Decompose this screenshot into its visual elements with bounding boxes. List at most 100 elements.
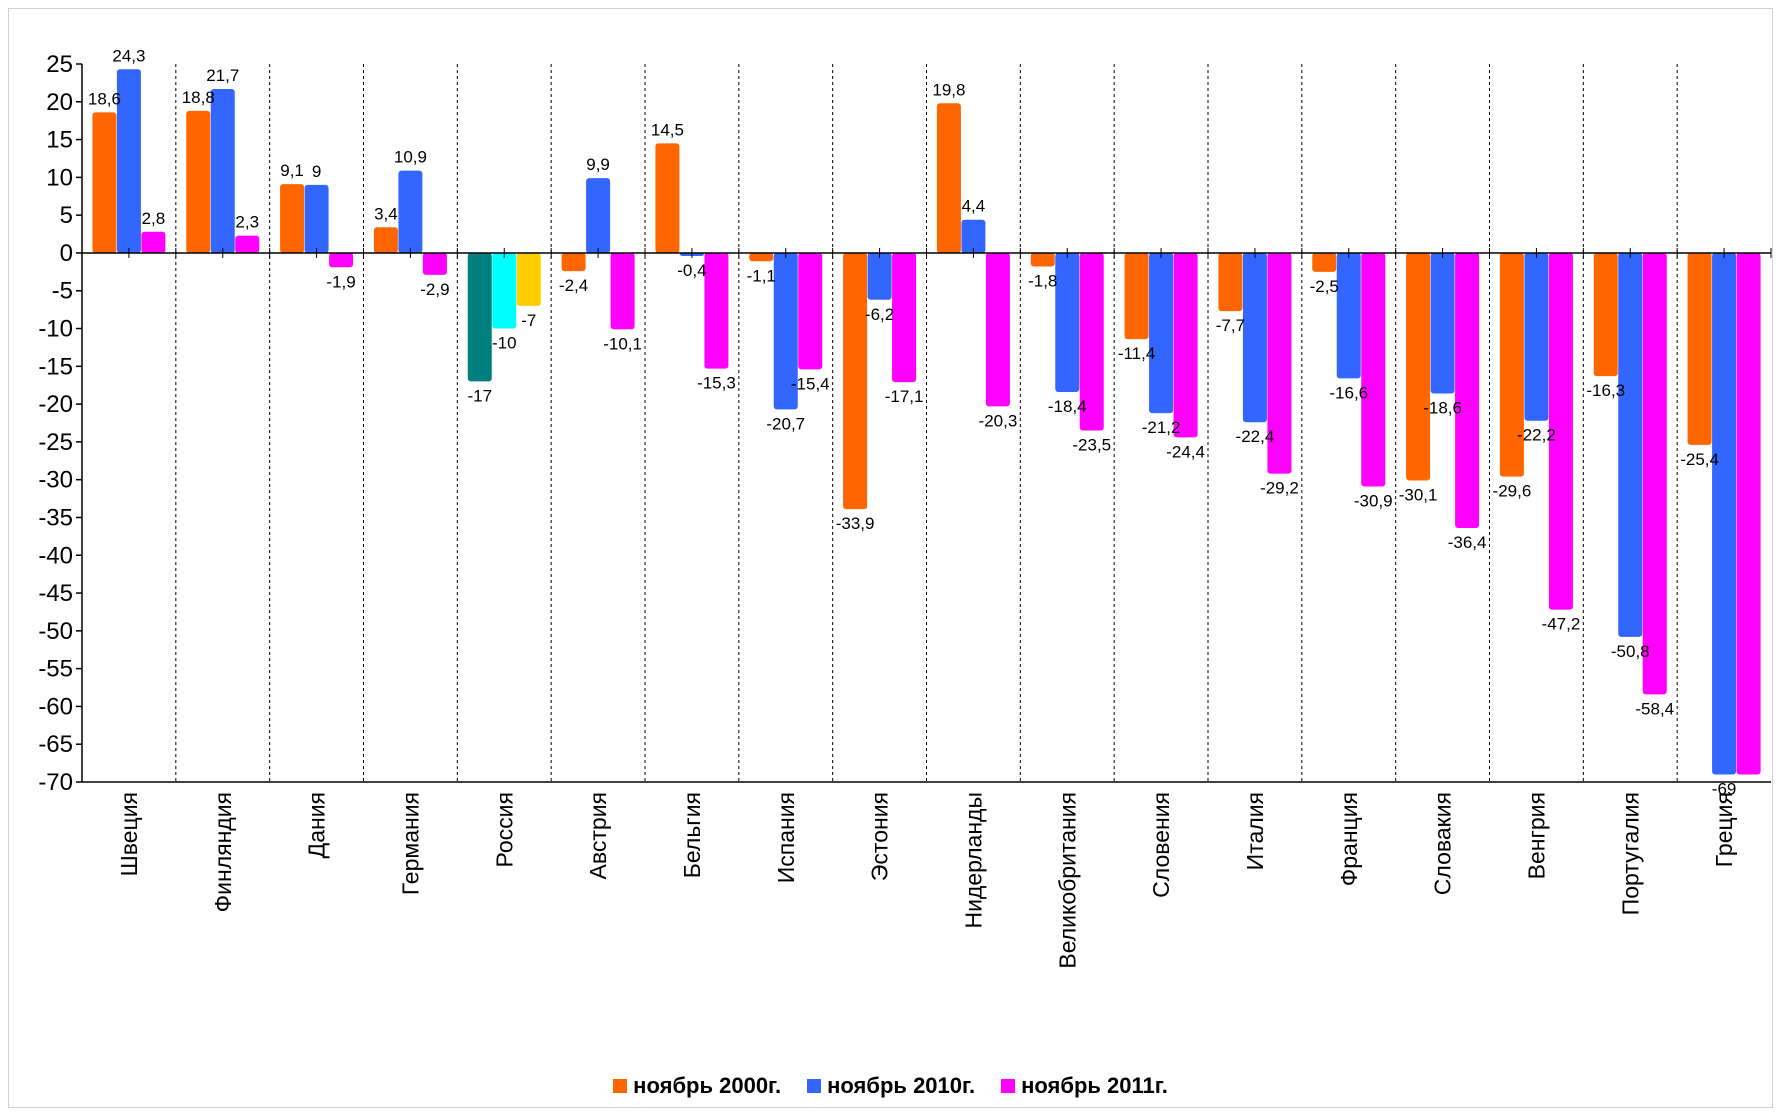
data-label-7-1: -20,7 <box>766 414 805 433</box>
bar-15-0 <box>1499 252 1524 477</box>
y-tick-label: -60 <box>38 693 73 720</box>
bar-7-0 <box>749 252 774 262</box>
data-label-4-2: -7 <box>521 311 536 330</box>
data-label-9-0: 19,8 <box>932 80 965 99</box>
legend-item-2010: ноябрь 2010г. <box>807 1073 975 1099</box>
category-label-1: Финляндия <box>210 792 236 912</box>
category-label-7: Испания <box>773 792 799 883</box>
bar-2-2 <box>329 252 354 268</box>
data-label-1-0: 18,8 <box>182 88 215 107</box>
y-tick-label: -70 <box>38 769 73 796</box>
category-label-6: Бельгия <box>679 792 705 878</box>
y-tick-label: 25 <box>46 51 73 78</box>
category-label-3: Германия <box>397 792 423 895</box>
y-tick-label: -55 <box>38 656 73 683</box>
data-label-5-0: -2,4 <box>559 276 588 295</box>
bar-16-0 <box>1593 252 1618 377</box>
bar-2-0 <box>280 184 305 253</box>
legend-swatch-2010 <box>807 1079 822 1093</box>
data-label-11-1: -21,2 <box>1142 418 1181 437</box>
data-label-6-2: -15,3 <box>697 374 736 393</box>
bar-6-0 <box>655 143 680 253</box>
bar-7-1 <box>773 252 798 410</box>
data-label-15-1: -22,2 <box>1517 426 1556 445</box>
data-label-0-2: 2,8 <box>142 209 166 228</box>
bar-12-2 <box>1267 252 1292 474</box>
bar-0-2 <box>141 231 166 253</box>
y-tick-label: 20 <box>46 89 73 116</box>
data-label-15-0: -29,6 <box>1493 482 1532 501</box>
y-tick-label: -25 <box>38 429 73 456</box>
legend-label-2000: ноябрь 2000г. <box>633 1073 782 1098</box>
data-label-4-0: -17 <box>467 386 492 405</box>
data-label-8-0: -33,9 <box>836 514 875 533</box>
y-tick-label: -30 <box>38 467 73 494</box>
bar-4-2 <box>516 252 541 306</box>
bar-14-0 <box>1406 252 1431 481</box>
data-label-9-2: -20,3 <box>979 411 1018 430</box>
category-label-4: Россия <box>491 792 517 867</box>
data-label-3-1: 10,9 <box>394 148 427 167</box>
legend-item-2000: ноябрь 2000г. <box>613 1073 781 1099</box>
y-tick-label: -35 <box>38 504 73 531</box>
category-label-12: Италия <box>1242 792 1268 870</box>
bar-9-0 <box>936 103 961 253</box>
bar-1-2 <box>235 235 260 253</box>
bar-15-2 <box>1548 252 1573 610</box>
bar-9-2 <box>985 252 1010 407</box>
data-label-12-1: -22,4 <box>1236 427 1275 446</box>
category-label-9: Нидерланды <box>960 792 986 929</box>
legend-label-2011: ноябрь 2011г. <box>1021 1073 1168 1098</box>
data-label-13-0: -2,5 <box>1310 277 1339 296</box>
category-label-5: Австрия <box>585 792 611 879</box>
y-tick-label: -65 <box>38 731 73 758</box>
legend-swatch-2011 <box>1001 1079 1016 1093</box>
category-label-0: Швеция <box>116 792 142 876</box>
legend-label-2010: ноябрь 2010г. <box>827 1073 976 1098</box>
bar-3-0 <box>373 227 398 253</box>
bar-17-2 <box>1736 252 1761 775</box>
data-label-8-1: -6,2 <box>865 305 894 324</box>
data-label-13-1: -16,6 <box>1329 383 1368 402</box>
bar-6-2 <box>704 252 729 369</box>
bar-17-0 <box>1687 252 1712 445</box>
data-label-17-1: -69 <box>1712 779 1737 798</box>
bar-10-0 <box>1030 252 1055 267</box>
data-label-14-1: -18,6 <box>1423 399 1462 418</box>
y-tick-label: 5 <box>60 202 73 229</box>
data-label-9-1: 4,4 <box>962 197 986 216</box>
bar-5-2 <box>610 252 635 330</box>
bar-5-1 <box>586 178 611 253</box>
category-label-16: Португалия <box>1617 792 1643 915</box>
data-label-0-0: 18,6 <box>88 89 121 108</box>
y-tick-label: -10 <box>38 316 73 343</box>
data-label-17-0: -25,4 <box>1680 450 1719 469</box>
category-label-17: Греция <box>1711 792 1737 867</box>
data-label-3-2: -2,9 <box>420 280 449 299</box>
y-tick-label: -50 <box>38 618 73 645</box>
bar-13-1 <box>1336 252 1361 379</box>
bar-10-2 <box>1079 252 1104 431</box>
category-label-10: Великобритания <box>1054 792 1080 969</box>
y-tick-label: -45 <box>38 580 73 607</box>
data-label-5-2: -10,1 <box>603 334 642 353</box>
bar-4-0 <box>467 252 492 382</box>
bar-16-2 <box>1642 252 1667 695</box>
y-tick-label: -20 <box>38 391 73 418</box>
data-label-11-2: -24,4 <box>1166 442 1205 461</box>
bar-14-2 <box>1455 252 1480 529</box>
bar-0-1 <box>116 69 141 253</box>
data-label-4-1: -10 <box>492 334 517 353</box>
bar-0-0 <box>92 112 117 253</box>
y-tick-label: 15 <box>46 127 73 154</box>
bar-5-0 <box>561 252 586 272</box>
data-label-5-1: 9,9 <box>586 155 610 174</box>
y-tick-label: -40 <box>38 542 73 569</box>
data-label-8-2: -17,1 <box>885 387 924 406</box>
bar-3-1 <box>398 170 423 253</box>
bar-12-1 <box>1242 252 1267 423</box>
bar-11-0 <box>1124 252 1149 340</box>
data-label-16-0: -16,3 <box>1586 381 1625 400</box>
y-tick-label: 10 <box>46 164 73 191</box>
